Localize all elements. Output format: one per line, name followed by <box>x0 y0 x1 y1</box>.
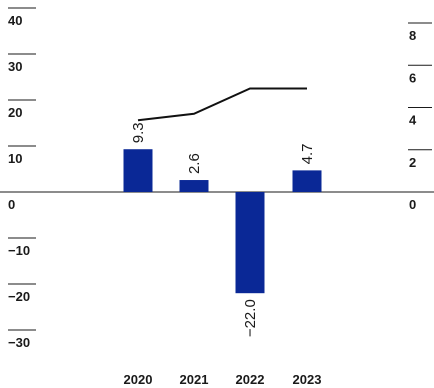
bar-2023 <box>292 170 322 192</box>
bar-2020 <box>123 149 153 192</box>
data-label-2021: 2.6 <box>186 153 203 174</box>
x-tick-label-2021: 2021 <box>180 372 209 387</box>
right-tick-label: 6 <box>409 70 416 85</box>
data-label-2022: −22.0 <box>242 299 259 337</box>
bar-2022 <box>235 192 265 294</box>
right-tick-label: 4 <box>409 113 417 128</box>
x-tick-label-2022: 2022 <box>236 372 265 387</box>
left-tick-label: 30 <box>8 59 22 74</box>
left-tick-label: −20 <box>8 289 30 304</box>
right-tick-label: 2 <box>409 155 416 170</box>
left-tick-label: 10 <box>8 151 22 166</box>
left-tick-label: 0 <box>8 197 15 212</box>
data-label-2020: 9.3 <box>130 122 147 143</box>
bar-series <box>123 149 322 294</box>
x-tick-label-2023: 2023 <box>293 372 322 387</box>
right-tick-label: 8 <box>409 28 416 43</box>
right-axis: 8 6 4 2 0 <box>408 22 432 212</box>
line-path <box>137 87 307 122</box>
left-tick-label: −30 <box>8 335 30 350</box>
left-axis: 40 30 20 10 0 −10 −20 −30 <box>8 7 36 350</box>
x-axis: 2020 2021 2022 2023 <box>124 372 322 387</box>
left-tick-label: −10 <box>8 243 30 258</box>
x-tick-label-2020: 2020 <box>124 372 153 387</box>
data-label-2023: 4.7 <box>299 144 316 165</box>
left-tick-label: 40 <box>8 13 22 28</box>
right-tick-label: 0 <box>409 197 416 212</box>
line-series <box>137 87 307 122</box>
bar-2021 <box>179 180 209 192</box>
left-tick-label: 20 <box>8 105 22 120</box>
data-labels: 9.3 2.6 −22.0 4.7 <box>130 122 316 337</box>
